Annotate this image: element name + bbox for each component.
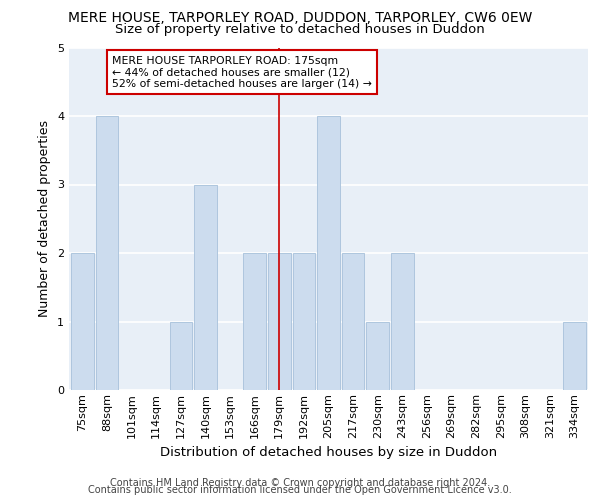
- Text: Size of property relative to detached houses in Duddon: Size of property relative to detached ho…: [115, 22, 485, 36]
- Bar: [244, 253, 266, 390]
- Bar: [342, 253, 364, 390]
- Bar: [194, 184, 217, 390]
- X-axis label: Distribution of detached houses by size in Duddon: Distribution of detached houses by size …: [160, 446, 497, 459]
- Text: MERE HOUSE, TARPORLEY ROAD, DUDDON, TARPORLEY, CW6 0EW: MERE HOUSE, TARPORLEY ROAD, DUDDON, TARP…: [68, 12, 532, 26]
- Text: Contains HM Land Registry data © Crown copyright and database right 2024.: Contains HM Land Registry data © Crown c…: [110, 478, 490, 488]
- Bar: [367, 322, 389, 390]
- Text: MERE HOUSE TARPORLEY ROAD: 175sqm
← 44% of detached houses are smaller (12)
52% : MERE HOUSE TARPORLEY ROAD: 175sqm ← 44% …: [112, 56, 372, 89]
- Bar: [317, 116, 340, 390]
- Bar: [71, 253, 94, 390]
- Text: Contains public sector information licensed under the Open Government Licence v3: Contains public sector information licen…: [88, 485, 512, 495]
- Bar: [170, 322, 192, 390]
- Bar: [268, 253, 290, 390]
- Y-axis label: Number of detached properties: Number of detached properties: [38, 120, 52, 318]
- Bar: [391, 253, 413, 390]
- Bar: [293, 253, 315, 390]
- Bar: [96, 116, 118, 390]
- Bar: [563, 322, 586, 390]
